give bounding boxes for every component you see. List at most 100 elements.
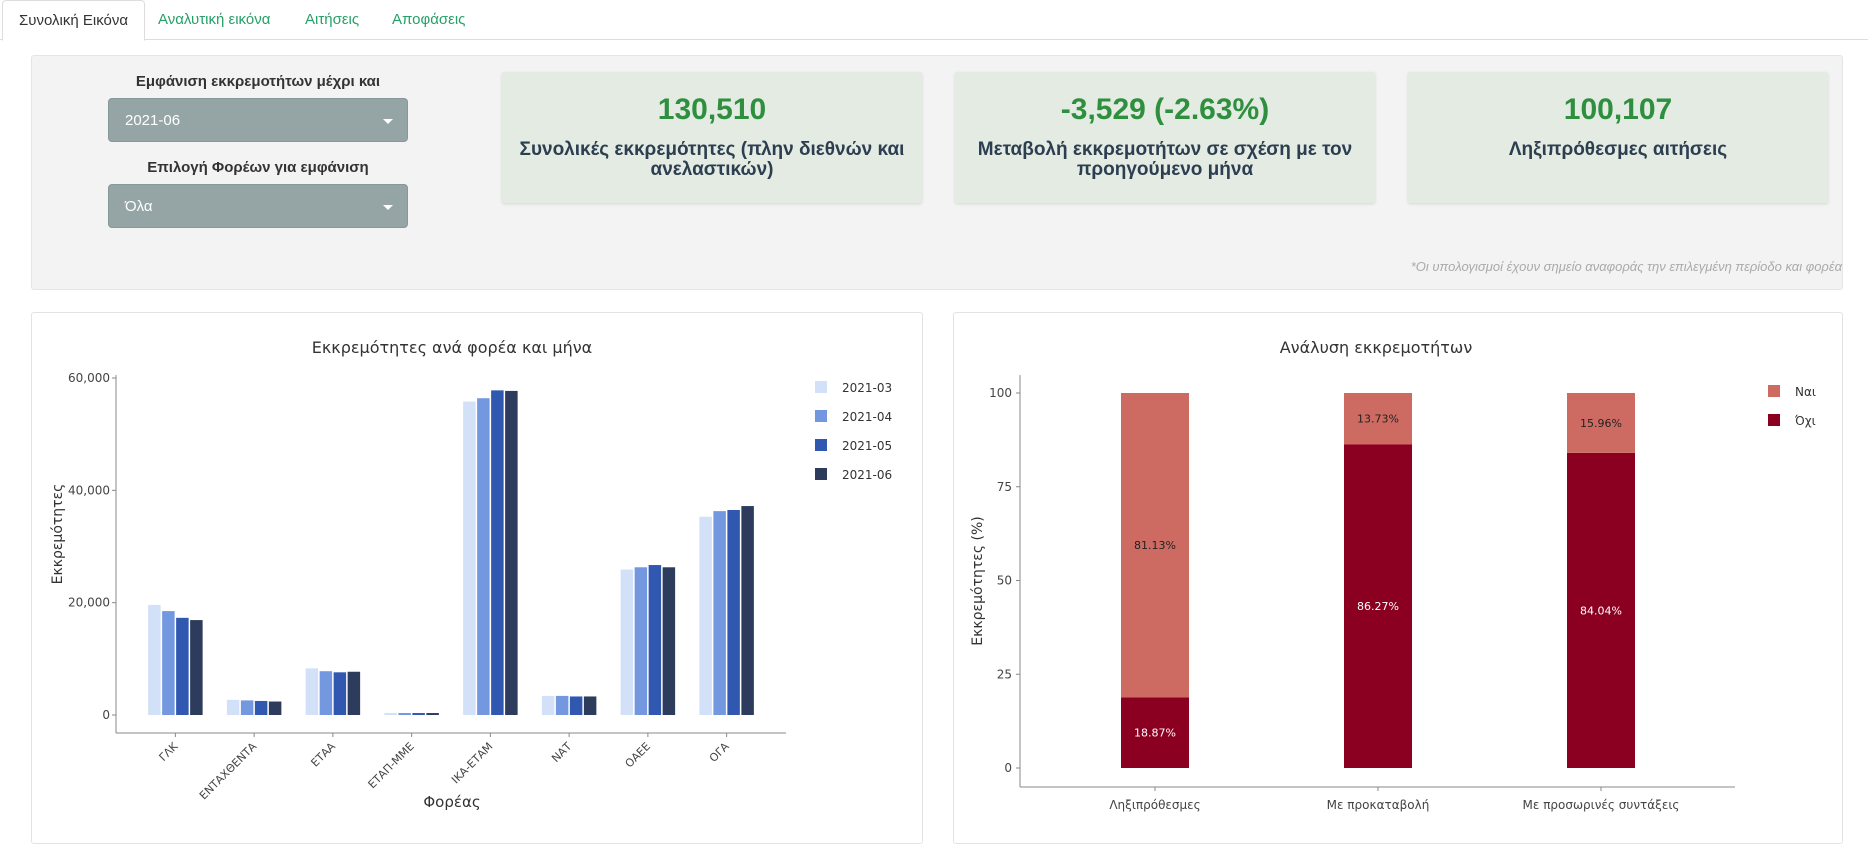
y-tick-label: 50 [997,574,1012,588]
bar [648,565,662,715]
y-tick-label: 20,000 [68,596,110,610]
pending-analysis-chart-card: Ανάλυση εκκρεμοτήτων 0 25 50 75 100 Εκκρεμότητ… [953,312,1843,844]
bar [620,569,634,715]
bar [240,700,254,715]
pending-analysis-stacked-chart: Ανάλυση εκκρεμοτήτων 0 25 50 75 100 Εκκρεμότητ… [970,338,1816,812]
agency-select[interactable]: Όλα [108,184,408,228]
tab-detailed-view[interactable]: Αναλυτική εικόνα [158,11,271,28]
y-axis-label: Εκκρεμότητες [50,484,66,585]
x-tick-label: ΙΚΑ-ΕΤΑΜ [449,740,495,786]
tab-overview[interactable]: Συνολική Εικόνα [2,0,146,41]
bar [713,511,726,715]
kpi-total-pending: 130,510 Συνολικές εκκρεμότητες (πλην διε… [502,72,922,203]
x-tick-label: ΕΝΤΑΧΘΕΝΤΑ [197,740,260,803]
bar [477,398,490,715]
tab-decisions[interactable]: Αποφάσεις [392,11,466,28]
footnote: *Οι υπολογισμοί έχουν σημείο αναφοράς τη… [1410,259,1842,274]
agency-label: Επιλογή Φορέων για εμφάνιση [147,159,369,176]
y-tick-label: 25 [997,667,1012,681]
bar [634,567,648,715]
agency-month-bar-chart: Εκκρεμότητες ανά φορέα και μήνα 0 20,000 40… [50,338,892,811]
kpi-label: Ληξιπρόθεσμες αιτήσεις [1508,139,1728,160]
bar [1567,393,1635,453]
legend-label: Όχι [1794,414,1816,428]
legend-swatch [815,468,827,480]
bar [319,671,333,715]
y-axis-label: Εκκρεμότητες (%) [970,516,986,645]
bar [333,672,347,715]
summary-panel: Εμφάνιση εκκρεμοτήτων μέχρι και 2021-06 … [31,55,1843,290]
bar [412,713,425,715]
bar [699,516,712,715]
bar [268,701,282,715]
tab-bar: Συνολική Εικόνα Αναλυτική εικόνα Αιτήσει… [0,0,1868,41]
y-tick-label: 0 [1004,761,1012,775]
agency-month-chart-card: Εκκρεμότητες ανά φορέα και μήνα 0 20,000 40… [31,312,923,844]
bar [569,696,583,715]
legend-label: 2021-05 [842,439,892,453]
bar [148,604,161,715]
kpi-value: 100,107 [1563,93,1673,126]
kpi-value: -3,529 (-2.63%) [1060,93,1270,126]
y-tick-label: 0 [102,708,110,722]
kpi-value: 130,510 [657,93,767,126]
data-label: 15.96% [1580,417,1622,430]
x-tick-label: ΟΑΕΕ [623,740,653,770]
bar [727,509,740,715]
bar [1344,444,1412,768]
data-label: 13.73% [1357,413,1399,426]
bar [426,713,439,715]
bar [541,695,555,715]
bar [398,713,411,715]
bar [254,700,268,715]
chevron-down-icon [383,119,393,124]
bar [662,567,676,715]
x-tick-label: Με προκαταβολή [1327,798,1430,812]
bar [463,401,476,715]
bar [347,671,361,715]
legend-label: 2021-03 [842,381,892,395]
chart-title: Εκκρεμότητες ανά φορέα και μήνα [312,338,592,357]
legend-swatch [815,381,827,393]
bar [583,696,597,715]
bar [226,699,240,715]
legend-swatch [815,410,827,422]
legend-label: 2021-06 [842,468,892,482]
legend-swatch [815,439,827,451]
bar [741,506,754,715]
bar [555,695,569,715]
period-select-value: 2021-06 [125,112,181,129]
bar [190,620,203,715]
data-label: 84.04% [1580,604,1622,617]
bar [384,713,397,715]
y-tick-label: 40,000 [68,483,110,497]
kpi-monthly-change: -3,529 (-2.63%) Μεταβολή εκκρεμοτήτων σε… [955,72,1375,203]
kpi-label: Μεταβολή εκκρεμοτήτων σε σχέση με τον πρ… [977,139,1353,180]
bar [162,611,175,715]
chevron-down-icon [383,205,393,210]
kpi-label: Συνολικές εκκρεμότητες (πλην διεθνών και… [519,139,905,180]
x-tick-label: Ληξιπρόθεσμες [1109,798,1200,812]
chart-title: Ανάλυση εκκρεμοτήτων [1280,338,1473,357]
bar [1121,393,1189,698]
period-label: Εμφάνιση εκκρεμοτήτων μέχρι και [135,73,381,90]
bar [1344,393,1412,445]
bar [491,390,504,715]
x-tick-label: ΟΓΑ [707,740,732,765]
agency-select-value: Όλα [125,198,153,215]
x-axis-label: Φορέας [423,793,480,811]
kpi-overdue-applications: 100,107 Ληξιπρόθεσμες αιτήσεις [1408,72,1828,203]
data-label: 86.27% [1357,600,1399,613]
x-tick-label: ΕΤΑΑ [308,740,338,770]
period-select[interactable]: 2021-06 [108,98,408,142]
tab-applications[interactable]: Αιτήσεις [305,11,360,28]
x-tick-label: ΝΑΤ [549,740,574,765]
x-tick-label: Με προσωρινές συντάξεις [1523,798,1680,812]
data-label: 81.13% [1134,539,1176,552]
legend-label: Ναι [1795,385,1816,399]
legend-swatch [1768,414,1780,426]
x-tick-label: ΕΤΑΠ-ΜΜΕ [366,740,417,791]
y-tick-label: 60,000 [68,371,110,385]
bar [176,617,189,715]
x-tick-label: ΓΛΚ [157,739,182,764]
